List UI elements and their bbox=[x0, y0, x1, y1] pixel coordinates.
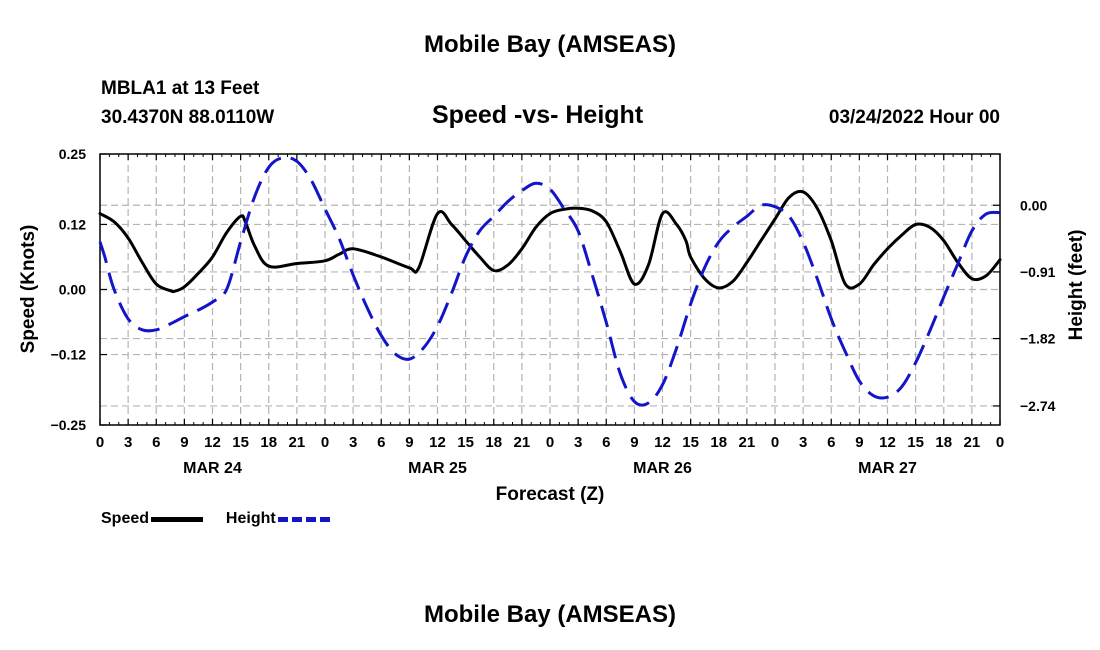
y2-tick-label: −1.82 bbox=[1020, 331, 1056, 347]
y-tick-label: 0.00 bbox=[59, 282, 86, 298]
main-title: Mobile Bay (AMSEAS) bbox=[423, 31, 677, 58]
legend: Speed Height bbox=[101, 510, 330, 528]
forecast-datetime: 03/24/2022 Hour 00 bbox=[828, 107, 1000, 128]
y-tick-label: −0.12 bbox=[51, 347, 87, 363]
y2-axis-label: Height (feet) bbox=[1066, 230, 1087, 341]
y-axis-label: Speed (Knots) bbox=[18, 225, 39, 354]
x-tick-label: 3 bbox=[349, 434, 357, 451]
x-tick-label: 6 bbox=[152, 434, 160, 451]
ticks-layer bbox=[99, 153, 1001, 426]
x-tick-label: 18 bbox=[935, 434, 952, 451]
x-tick-label: 3 bbox=[124, 434, 132, 451]
x-tick-label: 15 bbox=[682, 434, 699, 451]
bottom-title: Mobile Bay (AMSEAS) bbox=[423, 601, 677, 628]
coordinates-label: 30.4370N 88.0110W bbox=[101, 107, 275, 128]
x-tick-label: 9 bbox=[180, 434, 188, 451]
grid bbox=[100, 154, 1000, 425]
x-tick-label: 6 bbox=[377, 434, 385, 451]
x-tick-label: 21 bbox=[514, 434, 531, 451]
legend-height-line bbox=[277, 516, 330, 522]
legend-height-label: Height bbox=[225, 510, 276, 527]
y-tick-label: −0.25 bbox=[51, 417, 87, 433]
x-tick-label: 18 bbox=[710, 434, 727, 451]
x-tick-label: 6 bbox=[827, 434, 835, 451]
x-tick-label: 15 bbox=[457, 434, 474, 451]
x-tick-label: 21 bbox=[964, 434, 981, 451]
x-tick-label: 0 bbox=[546, 434, 554, 451]
y2-tick-label: −2.74 bbox=[1020, 398, 1056, 414]
y2-tick-label: −0.91 bbox=[1020, 264, 1056, 280]
x-tick-label: 0 bbox=[321, 434, 329, 451]
day-label: MAR 27 bbox=[858, 460, 917, 477]
day-label: MAR 25 bbox=[408, 460, 467, 477]
station-label: MBLA1 at 13 Feet bbox=[101, 78, 260, 99]
x-tick-label: 6 bbox=[602, 434, 610, 451]
y-tick-label: 0.25 bbox=[59, 146, 86, 162]
y-tick-label: 0.12 bbox=[59, 216, 86, 232]
x-tick-label: 12 bbox=[879, 434, 896, 451]
chart-subtitle: Speed -vs- Height bbox=[432, 101, 644, 129]
x-tick-label: 0 bbox=[996, 434, 1004, 451]
x-tick-label: 12 bbox=[204, 434, 221, 451]
x-tick-label: 0 bbox=[96, 434, 104, 451]
x-tick-label: 12 bbox=[429, 434, 446, 451]
day-label: MAR 24 bbox=[183, 460, 242, 477]
x-tick-label: 15 bbox=[907, 434, 924, 451]
day-label: MAR 26 bbox=[633, 460, 692, 477]
labels-layer: 0 3 6 9 12 15 18 21 0 3 6 9 12 15 18 21 0 3 6 9 12 15 18 21 0 3 6 9… bbox=[51, 146, 1056, 477]
x-tick-label: 9 bbox=[405, 434, 413, 451]
legend-speed-line bbox=[151, 516, 204, 522]
x-tick-label: 21 bbox=[739, 434, 756, 451]
series-layer bbox=[98, 155, 1002, 407]
x-tick-label: 9 bbox=[855, 434, 863, 451]
x-axis-label: Forecast (Z) bbox=[496, 484, 605, 505]
series-line-speed bbox=[98, 189, 1002, 294]
y2-tick-label: 0.00 bbox=[1020, 197, 1047, 213]
x-tick-label: 15 bbox=[232, 434, 249, 451]
x-tick-label: 9 bbox=[630, 434, 638, 451]
x-tick-label: 0 bbox=[771, 434, 779, 451]
legend-speed-label: Speed bbox=[101, 510, 150, 527]
x-tick-label: 21 bbox=[289, 434, 306, 451]
x-tick-label: 3 bbox=[799, 434, 807, 451]
x-tick-label: 18 bbox=[260, 434, 277, 451]
x-tick-label: 12 bbox=[654, 434, 671, 451]
series-line-height bbox=[98, 155, 1001, 407]
x-tick-label: 18 bbox=[485, 434, 502, 451]
x-tick-label: 3 bbox=[574, 434, 582, 451]
